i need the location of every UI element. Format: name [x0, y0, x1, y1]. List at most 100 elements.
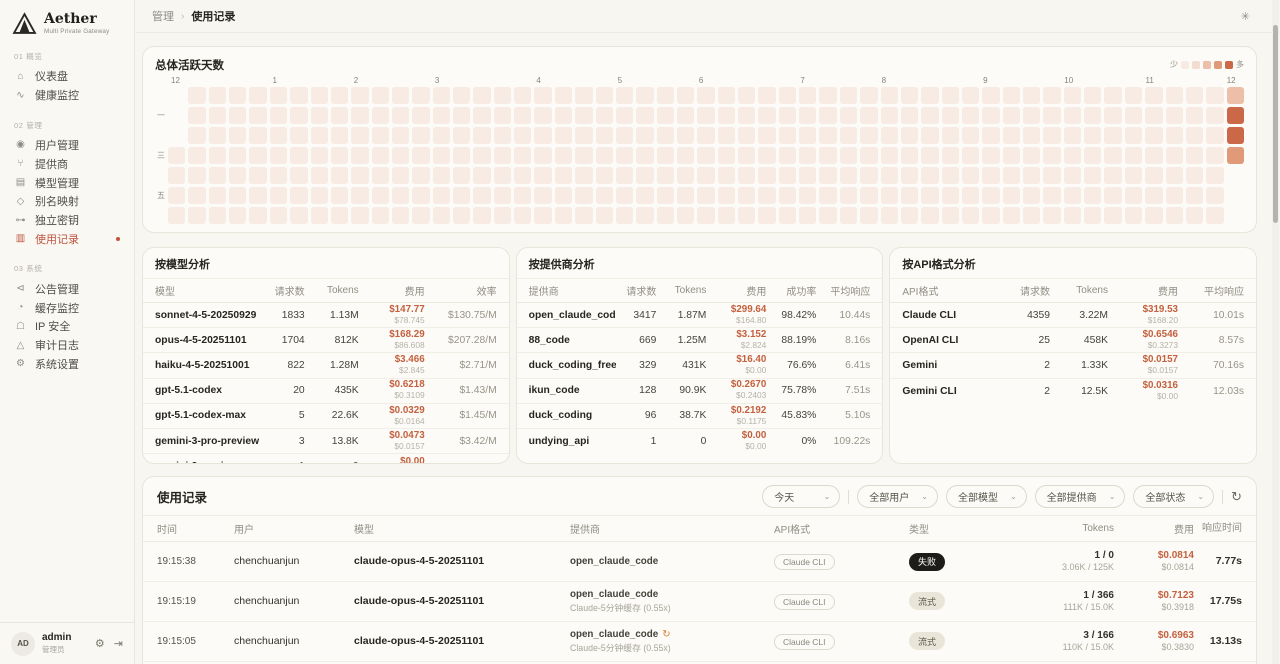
heatmap-cell: [432, 107, 451, 124]
heatmap-cell: [1023, 147, 1041, 164]
heatmap-cell: [249, 127, 267, 144]
heatmap-cell: [554, 187, 573, 204]
cell-type: 流式: [909, 632, 1004, 651]
heatmap-cell: [371, 107, 389, 124]
sidebar-item-dashboard[interactable]: ⌂ 仪表盘: [14, 67, 120, 86]
sparkle-icon[interactable]: ✳: [1240, 10, 1250, 23]
usage-column-header: Tokens: [1082, 523, 1114, 534]
heatmap-cell: [168, 207, 186, 224]
heatmap-cell: [371, 187, 389, 204]
cell-value: 1.25M: [677, 334, 707, 346]
sidebar-item-keys[interactable]: ⊶ 独立密钥: [14, 211, 120, 230]
cell-value: 0: [700, 436, 707, 448]
table-row: Gemini 2 1.33K $0.0157 $0.0157 70.16s: [890, 353, 1256, 379]
filter-model[interactable]: 全部模型 ⌄: [945, 485, 1027, 508]
table-row: 19:15:05 chenchuanjun claude-opus-4-5-2025…: [143, 622, 1256, 662]
breadcrumb-root[interactable]: 管理: [152, 11, 174, 23]
heatmap-cell: [941, 167, 959, 184]
sidebar-item-alias[interactable]: ◇ 别名映射: [14, 192, 120, 211]
heatmap-cell: [1226, 107, 1244, 124]
table-header-row: 提供商 请求数 Tokens 费用 成功率 平均响应: [516, 279, 883, 303]
analytics-cards: 按模型分析 模型 请求数 Tokens 费用 效率 sonnet-4-5-20250929…: [142, 247, 1257, 464]
cell-value: 96: [644, 410, 657, 422]
user-role: 管理员: [42, 644, 65, 654]
sidebar-item-ip-security[interactable]: ☖ IP 安全: [14, 317, 120, 336]
tokens-sub: 111K / 15.0K: [1063, 601, 1114, 612]
cell-cost: $0.00$0.00: [359, 456, 425, 463]
heatmap-cell: [1002, 87, 1021, 104]
by-api-title: 按API格式分析: [890, 248, 1256, 279]
heatmap-cell: [534, 107, 552, 124]
heatmap-cell: [1104, 107, 1122, 124]
heatmap-cell: [229, 187, 247, 204]
heatmap-cell: [330, 207, 349, 224]
cell-value: 2: [1044, 359, 1050, 371]
scrollbar-track[interactable]: [1272, 0, 1279, 664]
heatmap-cell: [697, 87, 715, 104]
column-header: 提供商: [528, 287, 559, 298]
heatmap-cell: [778, 147, 797, 164]
table-row: 88_code 669 1.25M $3.152 $2.824 88.19% 8.16s: [516, 328, 883, 354]
heatmap-cell: [941, 87, 959, 104]
filter-user[interactable]: 全部用户 ⌄: [857, 485, 938, 508]
heatmap-cell: [900, 167, 919, 184]
sidebar-item-announcements[interactable]: ⊲ 公告管理: [14, 279, 120, 298]
sidebar-item-cache[interactable]: ◔ 缓存监控: [14, 298, 120, 317]
cell-value: 38.7K: [679, 410, 707, 422]
heatmap-cell: [1165, 207, 1183, 224]
logout-icon[interactable]: ⇥: [113, 638, 123, 650]
settings-gear-icon[interactable]: ⚙: [94, 638, 105, 650]
heatmap-cell: [1145, 87, 1163, 104]
avatar: AD: [11, 631, 35, 656]
heatmap-cell: [738, 187, 756, 204]
sidebar-item-settings[interactable]: ⚙ 系统设置: [14, 355, 120, 374]
chevron-down-icon: ⌄: [1197, 492, 1205, 501]
heatmap-cell: [880, 127, 898, 144]
filter-status[interactable]: 全部状态 ⌄: [1133, 485, 1215, 508]
heatmap-cell: [799, 167, 817, 184]
cell-value: 75.78%: [781, 385, 817, 397]
sidebar-item-models[interactable]: ▤ 模型管理: [14, 173, 120, 192]
refresh-icon[interactable]: ↻: [1231, 489, 1242, 504]
cell-cost: $3.152 $2.824: [706, 329, 766, 350]
sidebar-item-health[interactable]: ∿ 健康监控: [14, 86, 120, 105]
users-icon: ◉: [16, 139, 25, 151]
sidebar-item-usage[interactable]: ▥ 使用记录: [14, 230, 120, 249]
cell-name: gemini-3-pro-preview: [155, 435, 259, 447]
sidebar-item-users[interactable]: ◉ 用户管理: [14, 136, 120, 155]
heatmap-cell: [391, 167, 410, 184]
sidebar-item-label: 健康监控: [35, 90, 79, 103]
heatmap-cell: [208, 167, 227, 184]
sidebar-item-providers[interactable]: ⑂ 提供商: [14, 154, 120, 173]
legend-level-1: [1192, 60, 1200, 69]
filter-provider[interactable]: 全部提供商 ⌄: [1034, 485, 1126, 508]
heatmap-cell: [839, 107, 858, 124]
sidebar-item-audit[interactable]: △ 审计日志: [14, 336, 120, 355]
cell-model: claude-opus-4-5-20251101: [354, 635, 485, 648]
heatmap-cell: [473, 107, 491, 124]
heatmap-cell: [1084, 167, 1102, 184]
heatmap-cell: [758, 187, 776, 204]
heatmap-cell: [249, 87, 267, 104]
heatmap-cell: [554, 167, 573, 184]
usage-column-header: API格式: [774, 525, 811, 536]
heatmap-cell: [697, 207, 715, 224]
cell-value: 76.6%: [787, 359, 817, 371]
heatmap-cell: [676, 107, 695, 124]
cell-value: 669: [639, 334, 657, 346]
heatmap-cell: [290, 107, 308, 124]
cell-value: 1: [259, 461, 305, 463]
cost-sub: $0.1175: [736, 415, 767, 426]
cell-cost: $299.64 $164.80: [706, 304, 766, 325]
cost-main: $0.2192: [730, 404, 767, 416]
cost-main: $168.29: [389, 329, 425, 341]
heatmap-month-labels: 12 1 2 3 4 5 6 7 8 9 10 11 12: [171, 73, 1244, 86]
filter-date-range[interactable]: 今天 ⌄: [762, 485, 841, 508]
heatmap-cell: [1206, 87, 1224, 104]
sidebar-item-label: 系统设置: [35, 358, 79, 371]
scrollbar-thumb[interactable]: [1273, 25, 1278, 223]
table-row: haiku-4-5-20251001 822 1.28M $3.466 $2.845 $2…: [143, 353, 509, 379]
heatmap-cell: [676, 207, 695, 224]
heatmap-cell: [778, 167, 797, 184]
heatmap-month-label: 4: [536, 76, 541, 85]
